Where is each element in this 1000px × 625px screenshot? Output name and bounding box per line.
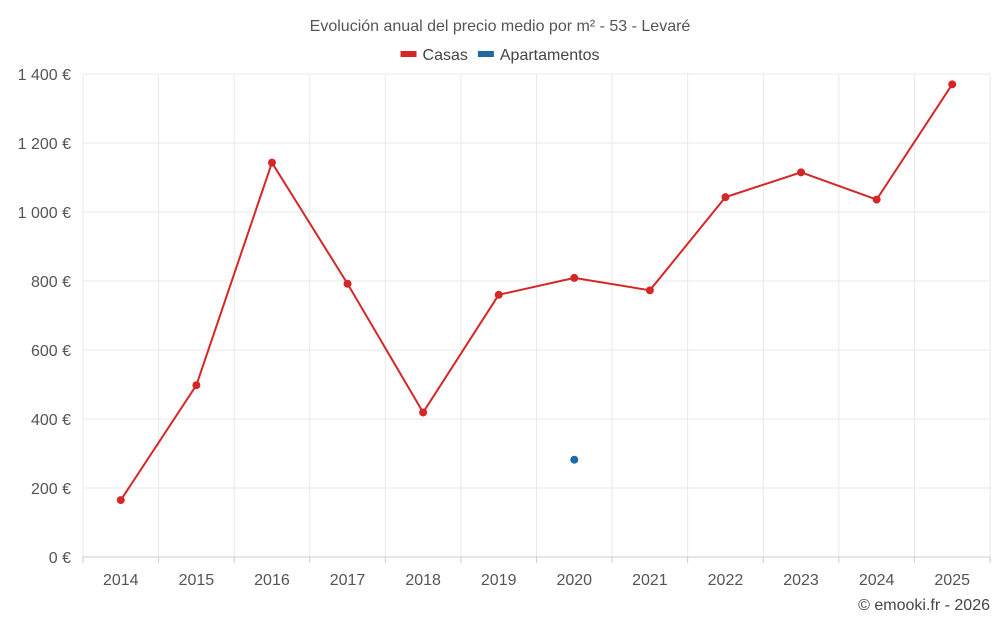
x-tick-label: 2015 [179,572,215,589]
x-tick-label: 2024 [859,572,895,589]
data-point-casas[interactable] [872,195,881,204]
data-point-casas[interactable] [721,193,730,202]
x-tick-label: 2023 [783,572,819,589]
x-tick-label: 2019 [481,572,517,589]
y-tick-label: 1 200 € [18,136,71,153]
data-point-casas[interactable] [494,290,503,299]
chart-title: Evolución anual del precio medio por m² … [310,18,691,35]
credit-text: © emooki.fr - 2026 [858,597,990,614]
data-point-casas[interactable] [948,80,957,89]
x-axis: 2014 2015 2016 2017 2018 2019 2020 2021 2022 2023… [82,556,991,589]
x-tick-label: 2021 [632,572,668,589]
y-tick-label: 400 € [31,412,71,429]
legend-label-casas[interactable]: Casas [423,47,468,64]
data-point-casas[interactable] [192,381,201,390]
x-tick-label: 2014 [103,572,139,589]
x-tick-label: 2020 [556,572,592,589]
legend-label-apartamentos[interactable]: Apartamentos [500,47,600,64]
y-tick-label: 200 € [31,481,71,498]
data-point-casas[interactable] [797,168,806,177]
y-tick-label: 1 400 € [18,67,71,84]
series-layer [116,80,957,505]
legend-swatch-apartamentos [477,51,494,57]
y-tick-label: 1 000 € [18,205,71,222]
grid [82,73,991,557]
data-point-casas[interactable] [343,279,352,288]
legend[interactable]: Casas Apartamentos [400,47,600,64]
data-point-casas[interactable] [570,273,579,282]
x-tick-label: 2018 [405,572,441,589]
data-point-casas[interactable] [645,286,654,295]
x-tick-label: 2022 [708,572,744,589]
legend-swatch-casas [400,51,417,57]
y-tick-label: 800 € [31,274,71,291]
data-point-apartamentos[interactable] [570,455,579,464]
data-point-casas[interactable] [267,158,276,167]
data-point-casas[interactable] [419,408,428,417]
y-tick-label: 0 € [49,550,71,567]
series-line-casas [119,83,954,501]
data-point-casas[interactable] [116,496,125,505]
x-tick-label: 2016 [254,572,290,589]
y-axis: 0 € 200 € 400 € 600 € 800 € 1 000 € 1 200 € 1 4… [18,67,71,567]
x-tick-label: 2017 [330,572,366,589]
x-tick-label: 2025 [934,572,970,589]
y-tick-label: 600 € [31,343,71,360]
